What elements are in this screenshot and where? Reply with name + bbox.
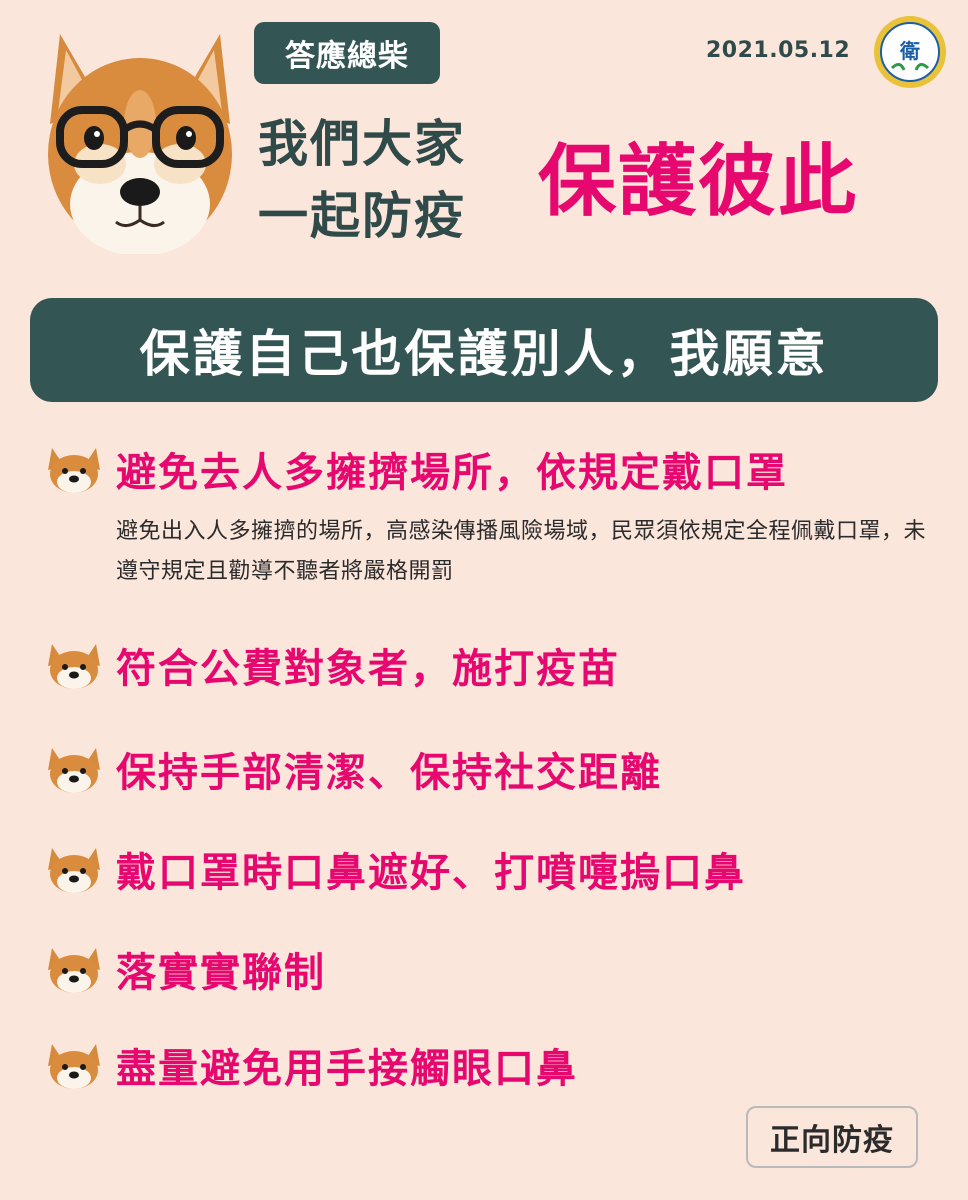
list-item-2: 符合公費對象者，施打疫苗	[46, 636, 620, 694]
list-item-4: 戴口罩時口鼻遮好、打噴嚏摀口鼻	[46, 840, 746, 898]
shiba-dog-face-icon	[48, 848, 100, 893]
title-left: 我們大家 一起防疫	[258, 108, 528, 252]
item-description-1: 避免出入人多擁擠的場所，高感染傳播風險場域，民眾須依規定全程佩戴口罩，未遵守規定…	[116, 519, 927, 584]
list-item-1: 避免去人多擁擠場所，依規定戴口罩	[46, 440, 788, 498]
shiba-dog-face-icon	[48, 1044, 100, 1089]
item-heading-6: 盡量避免用手接觸眼口鼻	[116, 1046, 578, 1092]
shiba-dog-face-icon	[48, 644, 100, 689]
item-heading-5: 落實實聯制	[116, 950, 326, 996]
list-item-3: 保持手部清潔、保持社交距離	[46, 740, 662, 798]
list-item-5: 落實實聯制	[46, 940, 326, 998]
item-heading-3: 保持手部清潔、保持社交距離	[116, 750, 662, 796]
ministry-of-health-seal-icon: 衛	[874, 16, 946, 88]
title-left-line1: 我們大家	[258, 115, 466, 173]
title-right: 保護彼此	[538, 137, 859, 227]
date-label: 2021.05.12	[706, 38, 851, 63]
shiba-dog-face-icon	[48, 448, 100, 493]
shiba-dog-face-icon	[48, 948, 100, 993]
item-heading-2: 符合公費對象者，施打疫苗	[116, 646, 620, 692]
list-item-6: 盡量避免用手接觸眼口鼻	[46, 1036, 578, 1094]
pledge-banner: 保護自己也保護別人，我願意	[30, 298, 938, 402]
svg-text:衛: 衛	[899, 39, 920, 63]
footer-tag: 正向防疫	[746, 1106, 918, 1168]
item-heading-1: 避免去人多擁擠場所，依規定戴口罩	[116, 450, 788, 496]
shiba-dog-face-icon	[48, 748, 100, 793]
item-heading-4: 戴口罩時口鼻遮好、打噴嚏摀口鼻	[116, 850, 746, 896]
shiba-mascot-icon	[48, 34, 232, 254]
header-tag: 答應總柴	[254, 22, 440, 84]
title-left-line2: 一起防疫	[258, 187, 466, 245]
